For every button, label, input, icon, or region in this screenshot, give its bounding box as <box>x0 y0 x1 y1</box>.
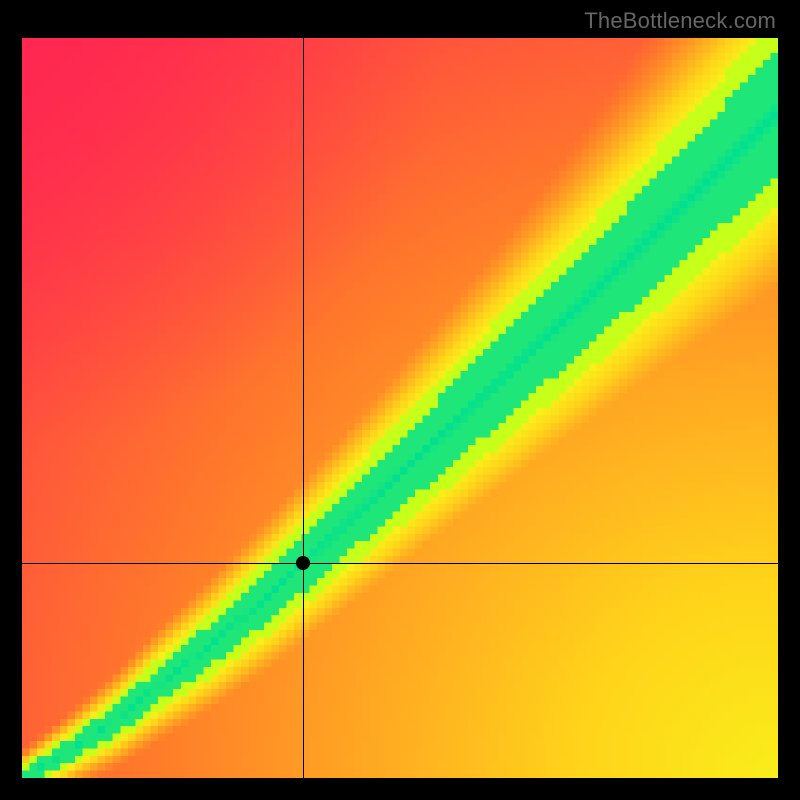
heatmap-canvas <box>22 38 778 778</box>
watermark-text: TheBottleneck.com <box>584 8 776 34</box>
plot-area <box>22 38 778 778</box>
crosshair-vertical <box>303 38 304 778</box>
marker-dot <box>296 556 310 570</box>
chart-container: TheBottleneck.com <box>0 0 800 800</box>
crosshair-horizontal <box>22 563 778 564</box>
